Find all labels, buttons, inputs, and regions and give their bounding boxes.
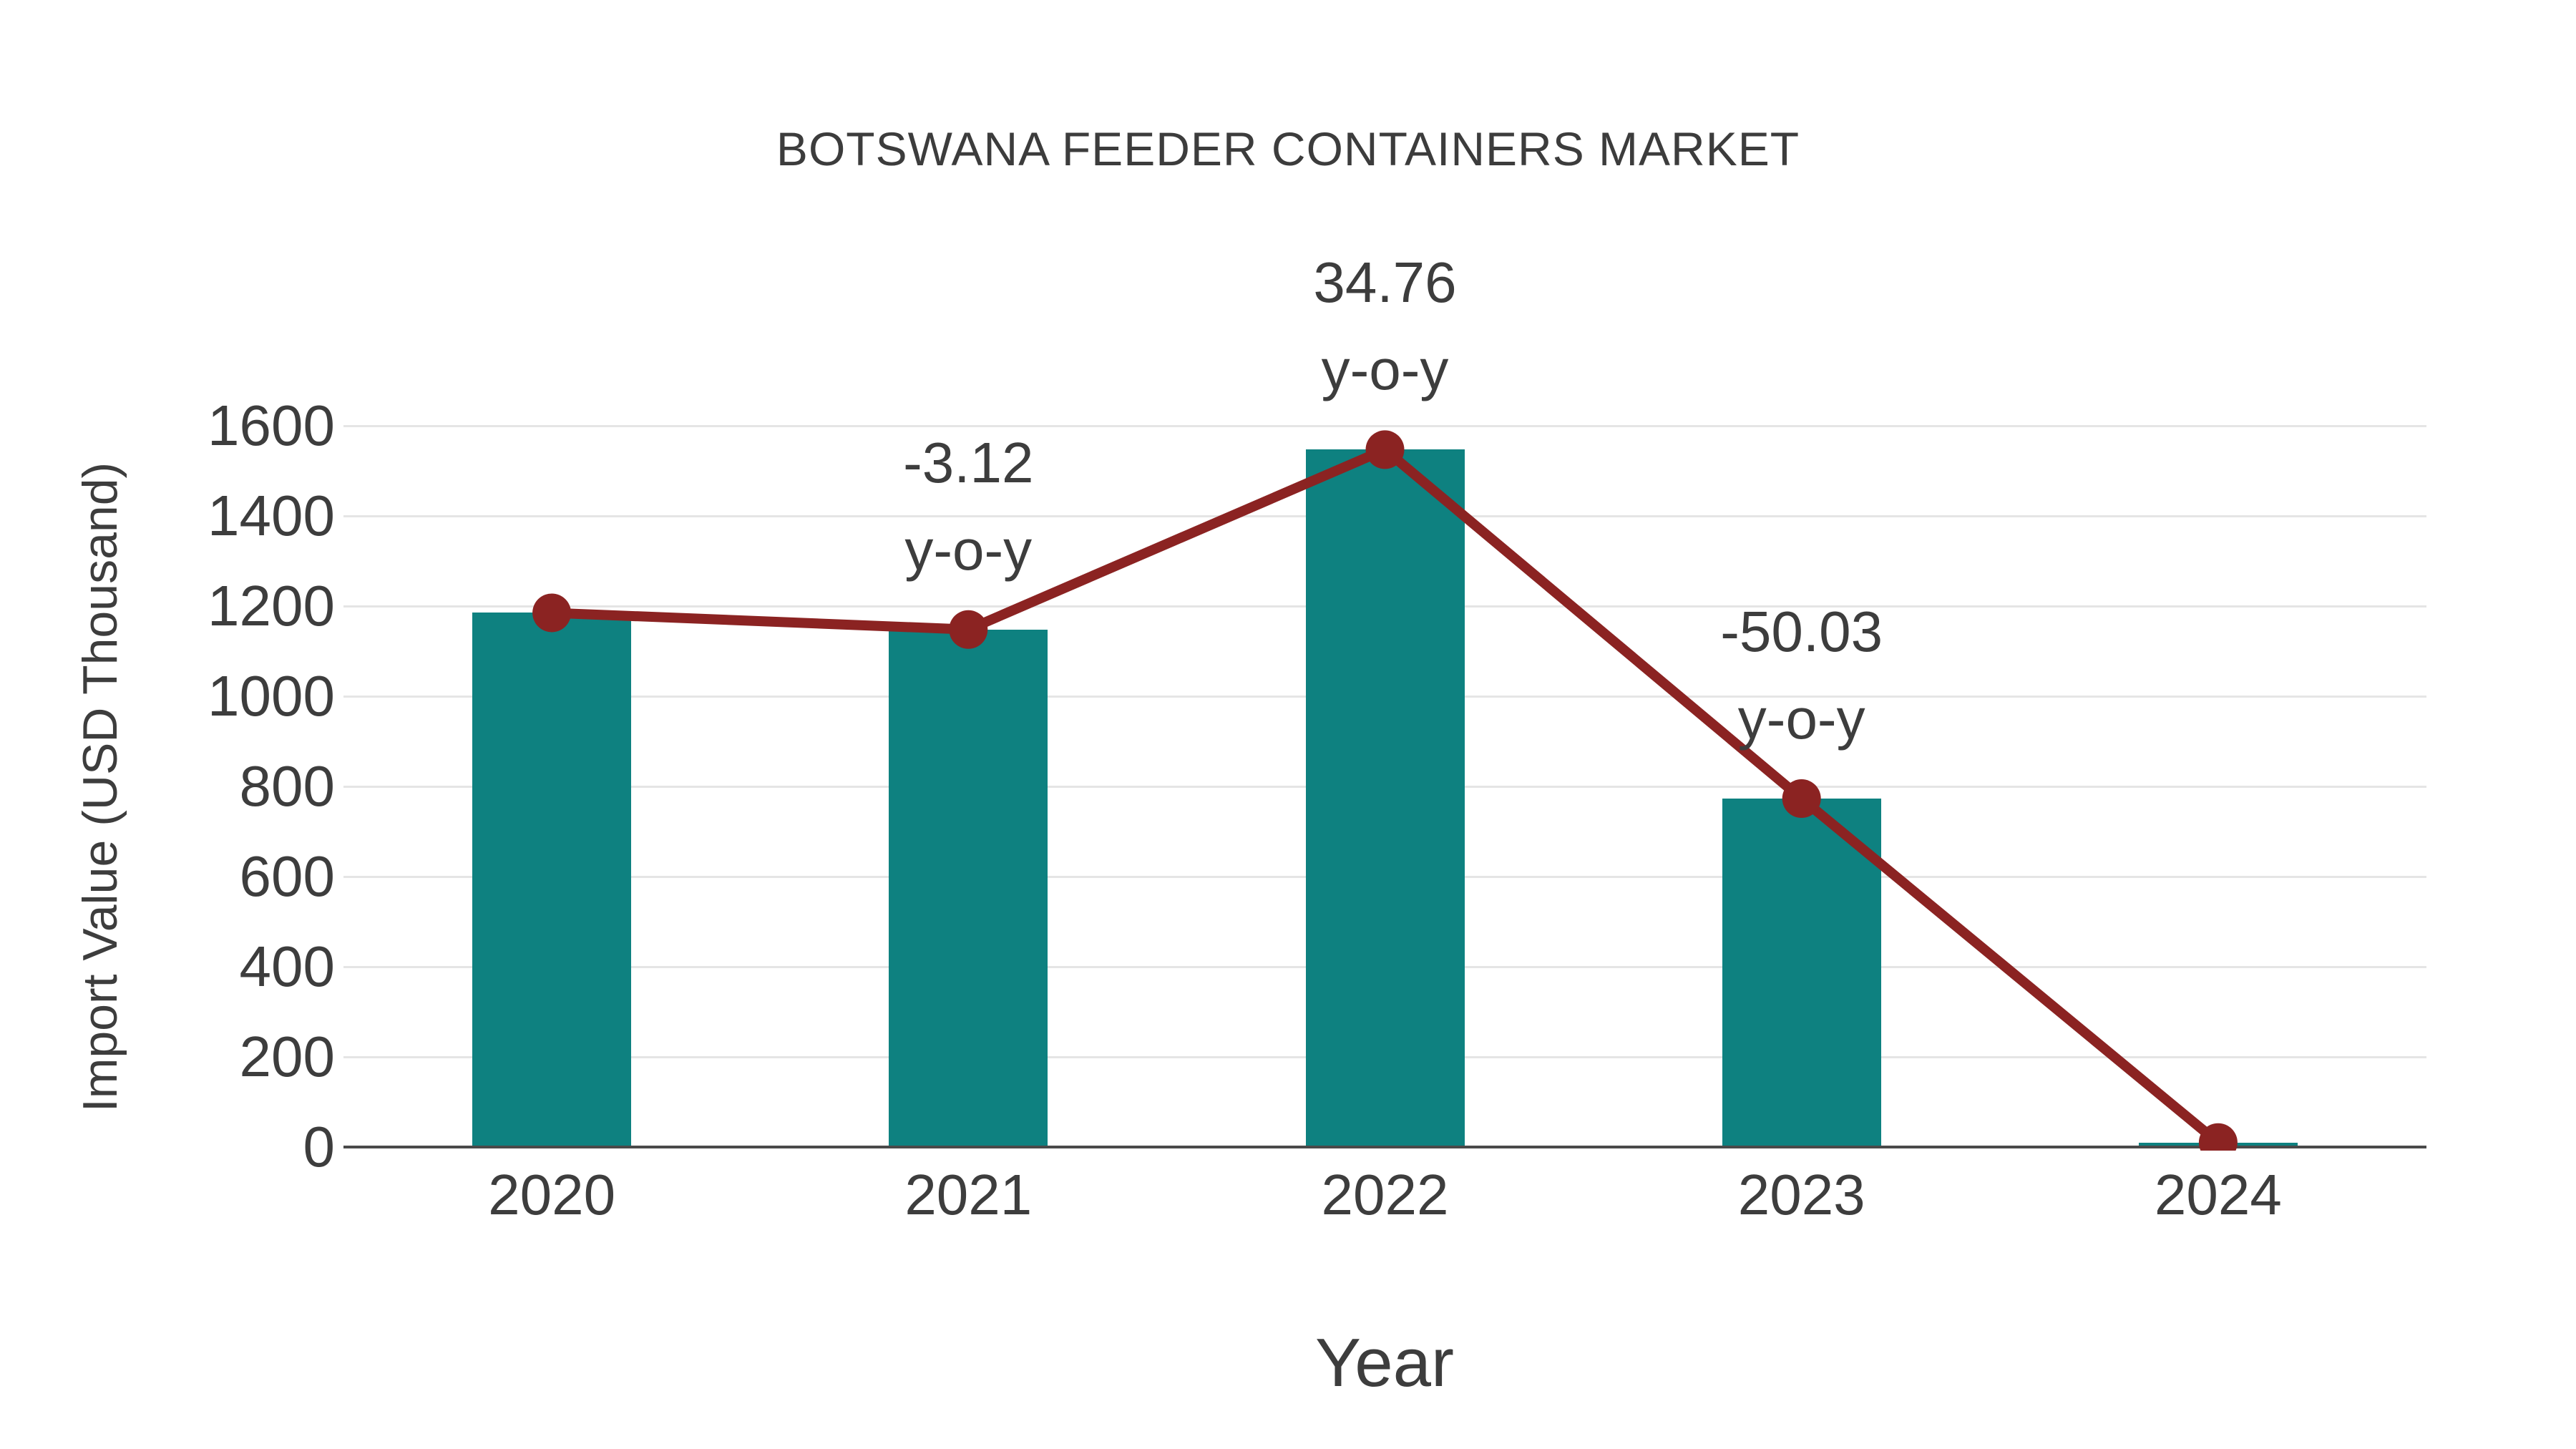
x-tick-label-2022: 2022 (1321, 1163, 1449, 1226)
y-tick-label-400: 400 (239, 935, 335, 998)
gridline-1600 (343, 424, 2426, 427)
x-tick-label-2023: 2023 (1737, 1163, 1865, 1226)
yoy-value: -3.12 (903, 430, 1034, 494)
y-tick-label-200: 200 (239, 1025, 335, 1088)
y-tick-label-1200: 1200 (208, 574, 335, 638)
y-tick-label-600: 600 (239, 844, 335, 908)
x-tick-label-2020: 2020 (488, 1163, 616, 1226)
yoy-annotation-2023: -50.03 y-o-y (1516, 588, 2088, 763)
bar-2023[interactable] (1722, 799, 1881, 1147)
y-tick-label-1000: 1000 (208, 664, 335, 728)
y-tick-label-1400: 1400 (208, 484, 335, 547)
yoy-suffix: y-o-y (1737, 687, 1865, 751)
data-point-marker-2021[interactable] (949, 610, 988, 649)
chart-title: BOTSWANA FEEDER CONTAINERS MARKET (776, 122, 1800, 175)
bar-2021[interactable] (889, 629, 1048, 1147)
y-tick-label-0: 0 (303, 1115, 336, 1179)
x-axis-title: Year (1315, 1324, 1454, 1401)
data-point-marker-2020[interactable] (532, 593, 572, 633)
data-point-marker-2023[interactable] (1782, 779, 1821, 819)
x-tick-label-2021: 2021 (904, 1163, 1033, 1226)
y-tick-label-800: 800 (239, 754, 335, 818)
yoy-value: -50.03 (1720, 600, 1883, 663)
data-point-marker-2024[interactable] (2198, 1123, 2238, 1151)
y-tick-label-1600: 1600 (208, 394, 335, 457)
x-axis-line (343, 1146, 2426, 1148)
yoy-suffix: y-o-y (1321, 338, 1449, 402)
yoy-suffix: y-o-y (904, 517, 1033, 582)
y-axis-title: Import Value (USD Thousand) (73, 462, 127, 1113)
trend-line-layer (532, 430, 2238, 1151)
yoy-annotation-2021: -3.12 y-o-y (682, 419, 1254, 594)
yoy-value: 34.76 (1313, 250, 1457, 315)
x-tick-label-2024: 2024 (2154, 1163, 2282, 1226)
data-point-marker-2022[interactable] (1365, 430, 1405, 469)
bar-2020[interactable] (472, 613, 632, 1147)
bar-2022[interactable] (1305, 449, 1465, 1147)
yoy-annotation-2022: 34.76 y-o-y (1099, 239, 1672, 414)
